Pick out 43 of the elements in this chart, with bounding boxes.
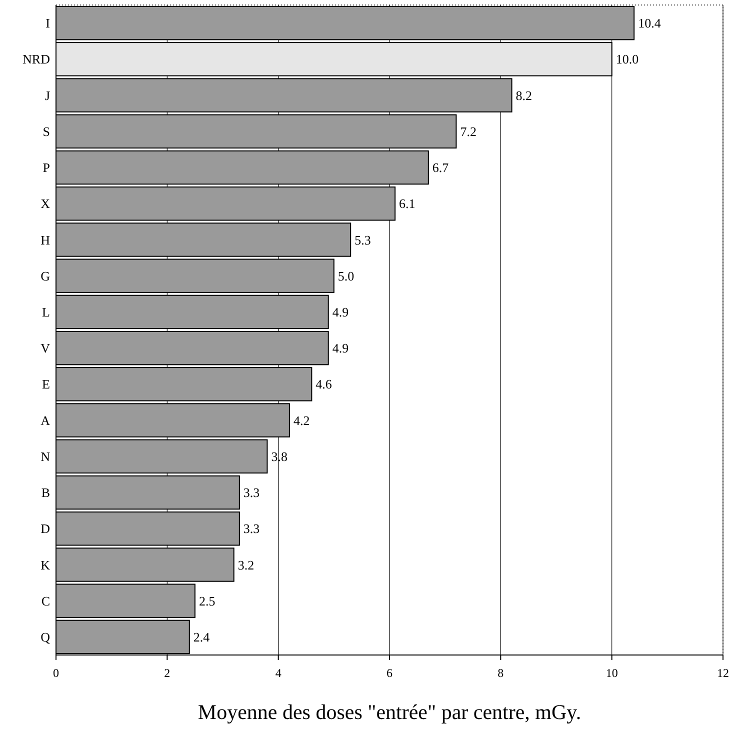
x-tick-label: 4	[275, 666, 282, 680]
data-label: 6.1	[399, 196, 416, 212]
data-label: 10.4	[638, 16, 662, 31]
y-tick-label: L	[42, 304, 50, 320]
y-tick-label: E	[42, 376, 50, 392]
y-tick-label: S	[42, 124, 50, 139]
data-label: 4.2	[293, 412, 310, 428]
y-tick-label: V	[40, 340, 51, 356]
y-tick-label: B	[41, 485, 50, 500]
data-label: 2.5	[198, 593, 216, 608]
y-tick-label: G	[40, 268, 50, 284]
data-label: 2.4	[193, 629, 210, 644]
data-label: 8.2	[516, 88, 532, 103]
y-tick-label: Q	[40, 629, 51, 644]
y-tick-label: C	[41, 593, 50, 608]
y-tick-label: H	[40, 232, 50, 248]
data-label: 3.3	[243, 485, 260, 500]
y-tick-label: J	[44, 88, 50, 103]
x-tick-label: 12	[717, 666, 729, 680]
x-tick-label: 10	[606, 666, 618, 680]
y-tick-label: I	[46, 16, 50, 31]
y-tick-label: K	[40, 557, 51, 572]
y-tick-label: P	[42, 160, 50, 176]
data-label: 10.0	[616, 52, 639, 67]
data-label: 7.2	[460, 124, 476, 139]
y-tick-label: NRD	[22, 52, 50, 67]
y-tick-label: X	[40, 196, 51, 212]
y-tick-label: N	[40, 448, 51, 464]
x-tick-label: 6	[386, 666, 392, 680]
x-tick-label: 8	[498, 666, 504, 680]
y-tick-label: D	[40, 521, 50, 536]
x-tick-label: 2	[164, 666, 170, 680]
data-label: 4.6	[316, 376, 332, 392]
data-label: 5.0	[338, 268, 354, 284]
data-label: 4.9	[332, 340, 349, 356]
data-label: 6.7	[432, 160, 450, 176]
data-label: 5.3	[354, 232, 371, 248]
data-label: 4.9	[332, 304, 349, 320]
x-axis-title: Moyenne des doses "entrée" par centre, mGy.	[198, 700, 582, 724]
data-label: 3.2	[238, 557, 254, 572]
x-tick-label: 0	[53, 666, 59, 680]
y-tick-label: A	[40, 412, 51, 428]
data-label: 3.3	[243, 521, 260, 536]
